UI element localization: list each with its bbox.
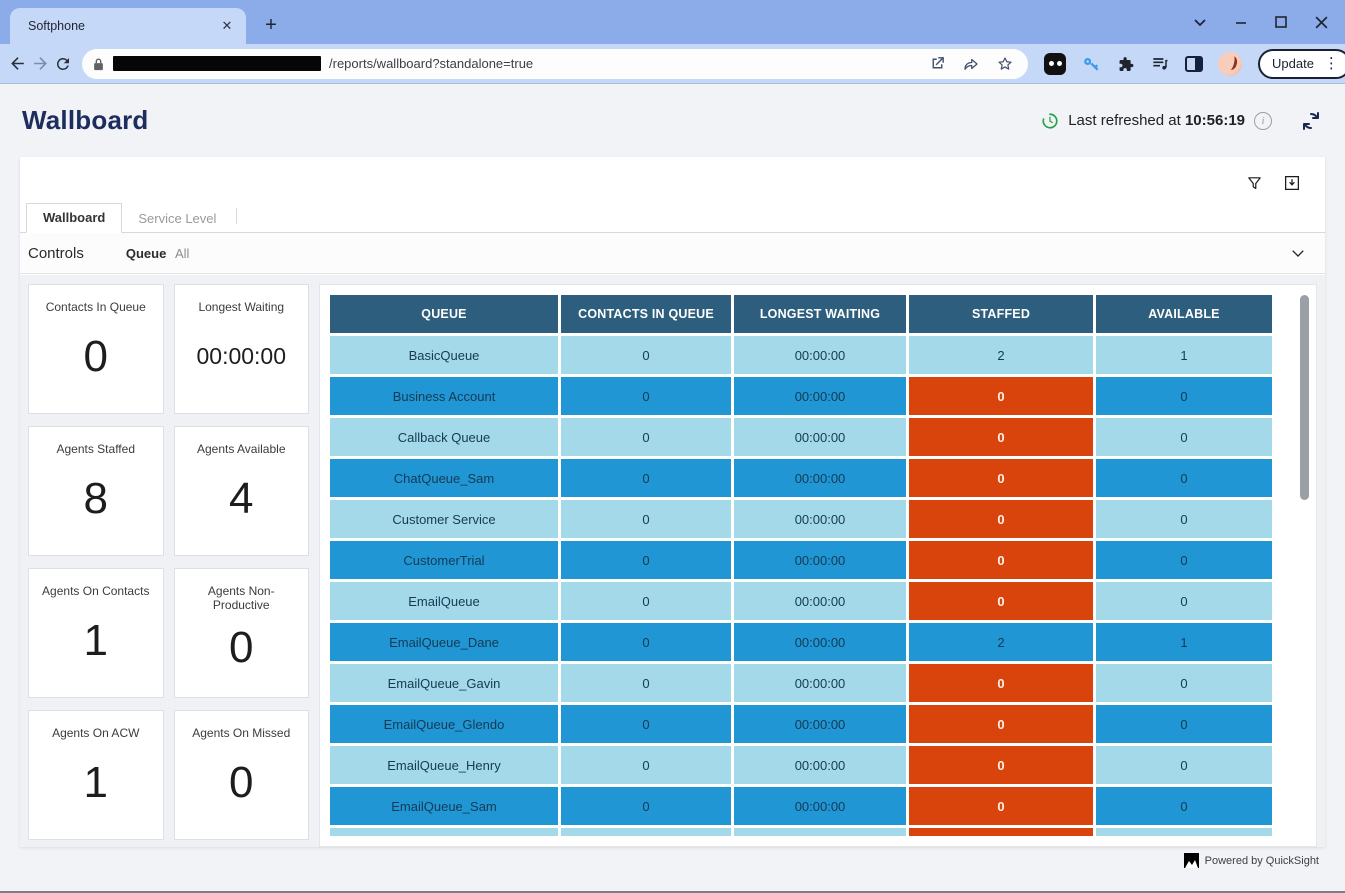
staffed-alert-cell: 0: [909, 377, 1093, 415]
share-icon[interactable]: [962, 55, 980, 73]
queue-table: QUEUE CONTACTS IN QUEUE LONGEST WAITING …: [327, 292, 1275, 836]
kpi-agents-staffed: Agents Staffed 8: [28, 426, 164, 556]
browser-menu-kebab-icon[interactable]: ⋮: [1320, 56, 1343, 71]
staffed-alert-cell: 0: [909, 582, 1093, 620]
puzzle-extensions-icon[interactable]: [1116, 54, 1135, 73]
kpi-agents-on-acw: Agents On ACW 1: [28, 710, 164, 840]
side-panel-icon[interactable]: [1185, 56, 1203, 72]
table-row: EmailQueue_Dane 0 00:00:00 2 1: [330, 623, 1272, 661]
table-row: EmailQueue_Henry 0 00:00:00 0 0: [330, 746, 1272, 784]
back-button[interactable]: [8, 50, 27, 78]
col-header-queue[interactable]: QUEUE: [330, 295, 558, 333]
col-header-staffed[interactable]: STAFFED: [909, 295, 1093, 333]
staffed-alert-cell: 0: [909, 500, 1093, 538]
browser-tab[interactable]: Softphone ✕: [10, 8, 246, 44]
table-row-partial: EmailQueue_T 0 00:00:00 0 0: [330, 828, 1272, 836]
staffed-alert-cell: 0: [909, 459, 1093, 497]
tab-service-level[interactable]: Service Level: [122, 205, 232, 233]
reload-button[interactable]: [54, 50, 72, 78]
col-header-contacts[interactable]: CONTACTS IN QUEUE: [561, 295, 731, 333]
refresh-button[interactable]: [1299, 109, 1323, 133]
table-row: ChatQueue_Sam 0 00:00:00 0 0: [330, 459, 1272, 497]
kpi-contacts-in-queue: Contacts In Queue 0: [28, 284, 164, 414]
page-title: Wallboard: [22, 105, 149, 136]
update-label: Update: [1272, 56, 1314, 71]
auto-refresh-clock-icon: [1041, 112, 1059, 130]
tab-close-icon[interactable]: ✕: [218, 17, 236, 35]
col-header-available[interactable]: AVAILABLE: [1096, 295, 1272, 333]
tab-search-chevron-icon[interactable]: [1192, 14, 1208, 30]
sheet-tabstrip: Wallboard Service Level: [20, 203, 1325, 233]
table-row: BasicQueue 0 00:00:00 2 1: [330, 336, 1272, 374]
table-row: Customer Service 0 00:00:00 0 0: [330, 500, 1272, 538]
table-row: EmailQueue_Gavin 0 00:00:00 0 0: [330, 664, 1272, 702]
staffed-alert-cell: 0: [909, 705, 1093, 743]
staffed-alert-cell: 0: [909, 418, 1093, 456]
table-row: EmailQueue_Glendo 0 00:00:00 0 0: [330, 705, 1272, 743]
kpi-agents-on-contacts: Agents On Contacts 1: [28, 568, 164, 698]
page-header: Wallboard Last refreshed at 10:56:19 i: [0, 84, 1345, 157]
staffed-alert-cell: 0: [909, 664, 1093, 702]
kpi-agents-non-productive: Agents Non-Productive 0: [174, 568, 310, 698]
dashboard-content: Contacts In Queue 0 Longest Waiting 00:0…: [20, 275, 1325, 847]
kpi-grid: Contacts In Queue 0 Longest Waiting 00:0…: [28, 284, 309, 847]
open-in-new-icon[interactable]: [929, 55, 946, 72]
profile-avatar[interactable]: [1218, 52, 1242, 76]
kpi-longest-waiting: Longest Waiting 00:00:00: [174, 284, 310, 414]
browser-toolbar: /reports/wallboard?standalone=true Upda: [0, 44, 1345, 84]
kpi-agents-on-missed: Agents On Missed 0: [174, 710, 310, 840]
kpi-agents-available: Agents Available 4: [174, 426, 310, 556]
table-row: Business Account 0 00:00:00 0 0: [330, 377, 1272, 415]
info-icon[interactable]: i: [1254, 112, 1272, 130]
lock-icon[interactable]: [92, 57, 105, 71]
controls-title: Controls: [28, 245, 84, 262]
controls-collapse-chevron-icon[interactable]: [1289, 244, 1307, 262]
staffed-alert-cell: 0: [909, 828, 1093, 836]
forward-button[interactable]: [31, 50, 50, 78]
browser-update-button[interactable]: Update ⋮: [1258, 49, 1345, 79]
last-refreshed-text: Last refreshed at 10:56:19: [1068, 112, 1245, 129]
table-scrollbar-thumb[interactable]: [1300, 295, 1309, 500]
quicksight-footer: Powered by QuickSight: [1184, 853, 1319, 868]
table-header-row: QUEUE CONTACTS IN QUEUE LONGEST WAITING …: [330, 295, 1272, 333]
dashboard-sheet: Wallboard Service Level Controls Queue A…: [20, 157, 1325, 847]
quicksight-logo-icon: [1184, 853, 1199, 868]
queue-filter[interactable]: Queue All: [126, 246, 190, 261]
export-download-icon[interactable]: [1283, 174, 1301, 192]
maximize-button[interactable]: [1274, 15, 1288, 29]
bookmark-star-icon[interactable]: [996, 55, 1014, 73]
new-tab-button[interactable]: +: [258, 12, 284, 38]
staffed-alert-cell: 0: [909, 541, 1093, 579]
last-refreshed-time: 10:56:19: [1185, 112, 1245, 129]
table-row: EmailQueue_Sam 0 00:00:00 0 0: [330, 787, 1272, 825]
tab-title: Softphone: [28, 19, 218, 33]
tab-wallboard[interactable]: Wallboard: [26, 203, 122, 233]
col-header-longest[interactable]: LONGEST WAITING: [734, 295, 906, 333]
table-row: EmailQueue 0 00:00:00 0 0: [330, 582, 1272, 620]
url-text: /reports/wallboard?standalone=true: [329, 56, 921, 71]
tab-divider: [236, 208, 237, 224]
controls-bar: Controls Queue All: [20, 233, 1325, 274]
queue-table-panel: QUEUE CONTACTS IN QUEUE LONGEST WAITING …: [319, 284, 1317, 847]
redacted-url-segment: [113, 56, 321, 71]
staffed-alert-cell: 0: [909, 787, 1093, 825]
staffed-alert-cell: 0: [909, 746, 1093, 784]
table-row: CustomerTrial 0 00:00:00 0 0: [330, 541, 1272, 579]
close-window-button[interactable]: [1314, 15, 1329, 30]
playlist-extension-icon[interactable]: [1150, 54, 1170, 74]
url-bar[interactable]: /reports/wallboard?standalone=true: [82, 49, 1028, 79]
browser-titlebar: Softphone ✕ +: [0, 0, 1345, 44]
powered-by-text: Powered by QuickSight: [1205, 855, 1319, 867]
extension-dots-icon[interactable]: [1044, 53, 1066, 75]
table-row: Callback Queue 0 00:00:00 0 0: [330, 418, 1272, 456]
filter-icon[interactable]: [1246, 175, 1263, 192]
minimize-button[interactable]: [1234, 15, 1248, 29]
key-extension-icon[interactable]: [1081, 54, 1101, 74]
